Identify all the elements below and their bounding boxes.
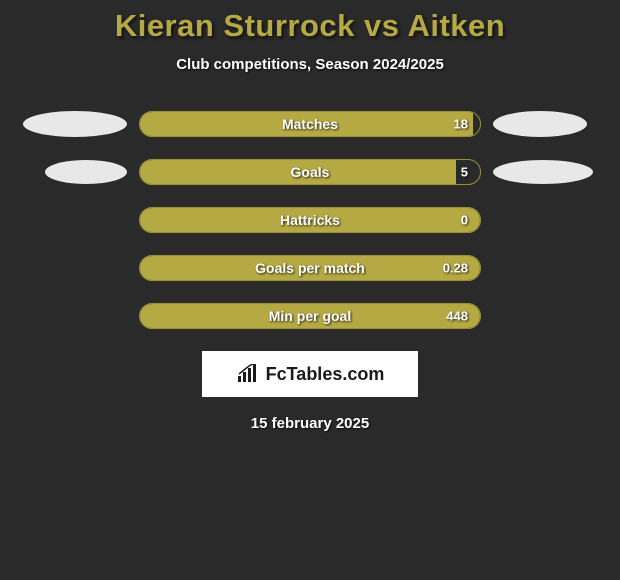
page-title: Kieran Sturrock vs Aitken	[0, 8, 620, 44]
stat-label: Matches	[282, 116, 338, 132]
stat-label: Min per goal	[269, 308, 351, 324]
brand-name: FcTables.com	[266, 364, 385, 385]
player-left-marker	[45, 160, 127, 184]
stat-bar: Hattricks 0	[139, 207, 481, 233]
stat-bar: Matches 18	[139, 111, 481, 137]
stat-label: Hattricks	[280, 212, 340, 228]
stat-label: Goals	[291, 164, 330, 180]
stat-bar: Goals 5	[139, 159, 481, 185]
stat-row: Goals per match 0.28	[0, 255, 620, 281]
subtitle: Club competitions, Season 2024/2025	[0, 56, 620, 73]
stat-bar: Goals per match 0.28	[139, 255, 481, 281]
stat-value: 5	[461, 165, 468, 180]
date-label: 15 february 2025	[0, 415, 620, 432]
stat-row: Hattricks 0	[0, 207, 620, 233]
stat-row: Min per goal 448	[0, 303, 620, 329]
stat-row: Matches 18	[0, 111, 620, 137]
comparison-card: Kieran Sturrock vs Aitken Club competiti…	[0, 0, 620, 432]
stat-value: 448	[446, 309, 468, 324]
stats-list: Matches 18 Goals 5 Hattricks 0 Goals per match…	[0, 111, 620, 329]
stat-value: 0	[461, 213, 468, 228]
stat-value: 18	[454, 117, 468, 132]
player-left-marker	[23, 111, 127, 137]
stat-bar: Min per goal 448	[139, 303, 481, 329]
player-right-marker	[493, 160, 593, 184]
stat-label: Goals per match	[255, 260, 365, 276]
chart-icon	[236, 364, 260, 384]
brand-badge[interactable]: FcTables.com	[202, 351, 418, 397]
stat-row: Goals 5	[0, 159, 620, 185]
player-right-marker	[493, 111, 587, 137]
stat-value: 0.28	[443, 261, 468, 276]
